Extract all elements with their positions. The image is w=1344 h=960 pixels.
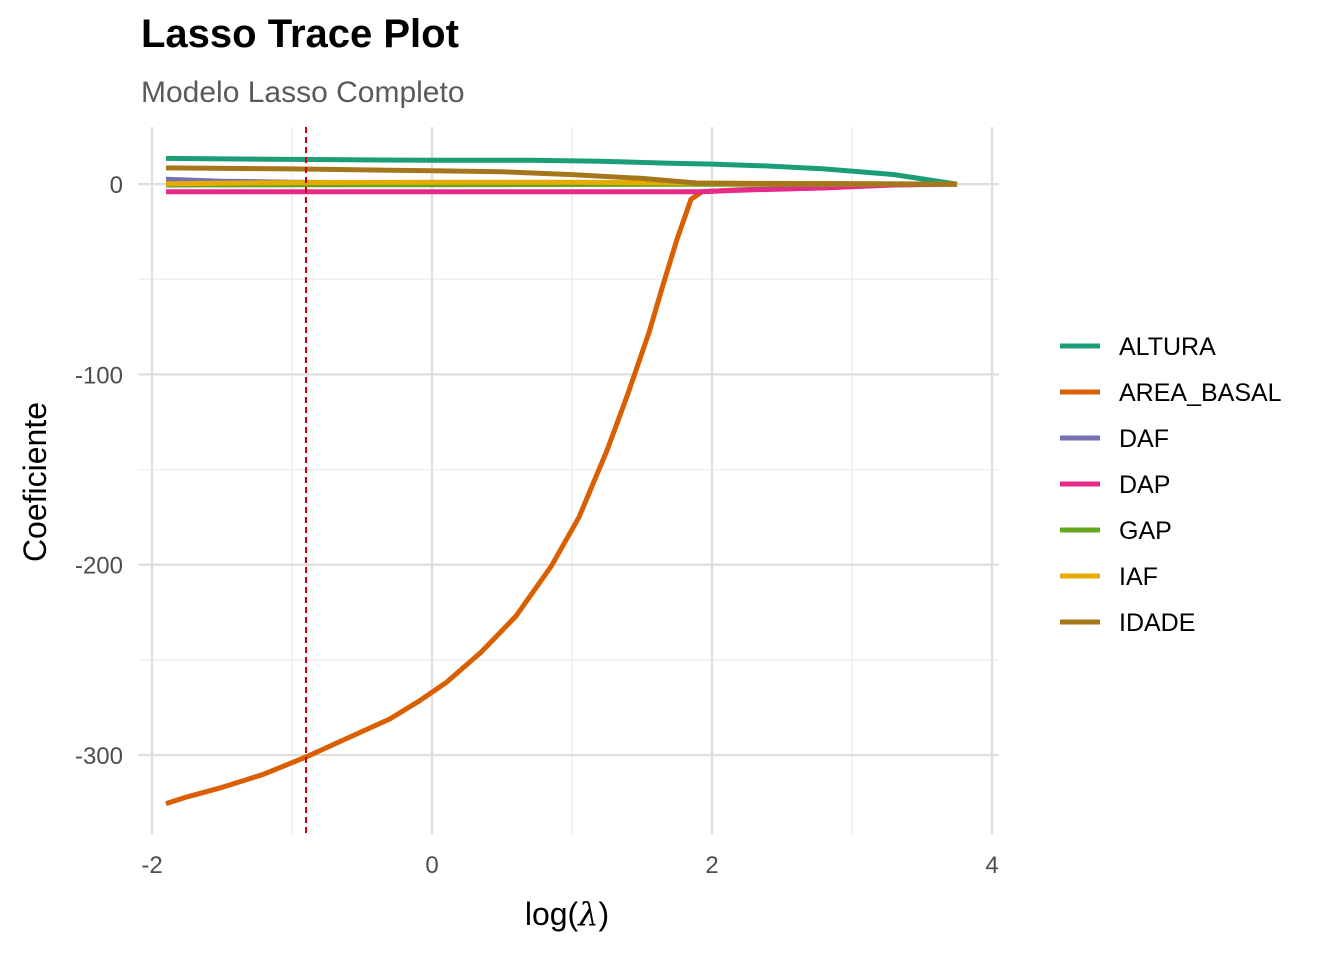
x-tick-label: 4 [985, 852, 998, 879]
legend-label-iaf: IAF [1119, 563, 1158, 591]
legend: ALTURA AREA_BASAL DAF DAP GAP IAF IDADE [1060, 333, 1282, 637]
legend-label-dap: DAP [1119, 471, 1170, 499]
legend-label-altura: ALTURA [1119, 333, 1216, 361]
x-axis-ticks: -2 0 2 4 [141, 852, 998, 879]
series-line-altura [165, 155, 958, 187]
x-axis-title: log(λ) [525, 895, 609, 933]
x-tick-label: -2 [141, 852, 162, 879]
series-lines [165, 155, 958, 806]
legend-label-area-basal: AREA_BASAL [1119, 379, 1282, 407]
legend-label-gap: GAP [1119, 517, 1172, 545]
series-line-idade [165, 165, 958, 187]
y-tick-label: 0 [110, 172, 123, 199]
series-line-area-basal [165, 181, 958, 806]
chart-title: Lasso Trace Plot [141, 12, 459, 56]
legend-label-daf: DAF [1119, 425, 1169, 453]
x-tick-label: 2 [705, 852, 718, 879]
y-tick-label: -300 [75, 743, 123, 770]
y-axis-ticks: 0 -100 -200 -300 [75, 172, 123, 770]
legend-label-idade: IDADE [1119, 609, 1195, 637]
chart-subtitle: Modelo Lasso Completo [141, 76, 465, 109]
grid [138, 127, 999, 835]
y-tick-label: -200 [75, 553, 123, 580]
x-tick-label: 0 [425, 852, 438, 879]
y-axis-title: Coeficiente [17, 402, 53, 562]
y-tick-label: -100 [75, 362, 123, 389]
